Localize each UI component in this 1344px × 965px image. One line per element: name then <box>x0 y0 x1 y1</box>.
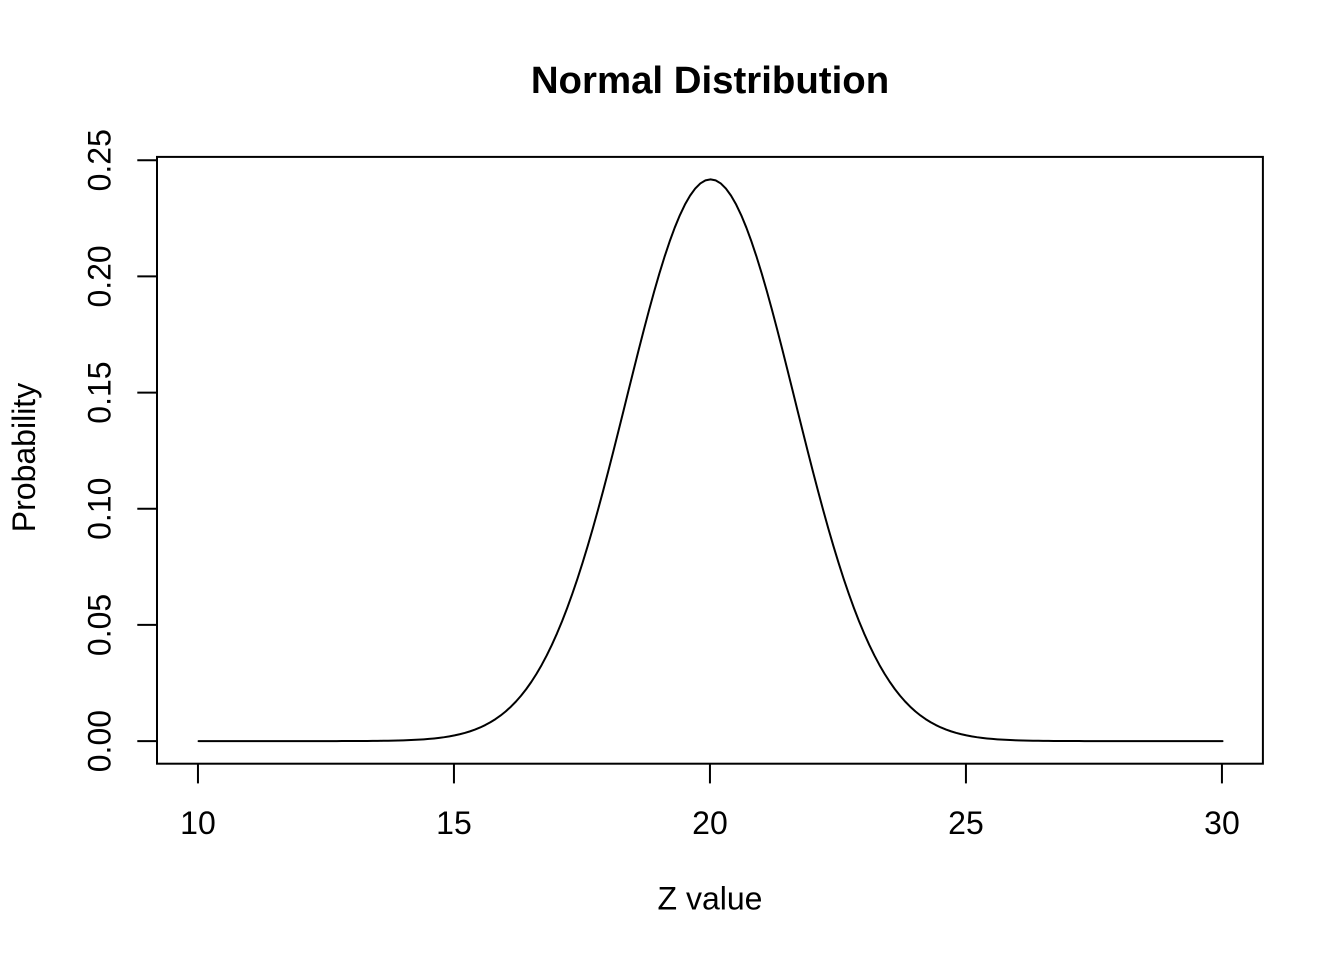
svg-text:Probability: Probability <box>6 383 42 532</box>
svg-text:25: 25 <box>948 805 984 841</box>
svg-text:0.15: 0.15 <box>82 361 118 423</box>
svg-text:0.00: 0.00 <box>82 710 118 772</box>
svg-text:30: 30 <box>1204 805 1240 841</box>
svg-text:0.10: 0.10 <box>82 478 118 540</box>
svg-text:0.25: 0.25 <box>82 129 118 191</box>
svg-text:15: 15 <box>436 805 472 841</box>
svg-text:0.05: 0.05 <box>82 594 118 656</box>
svg-text:10: 10 <box>180 805 216 841</box>
svg-text:20: 20 <box>692 805 728 841</box>
svg-text:0.20: 0.20 <box>82 245 118 307</box>
svg-text:Z value: Z value <box>658 881 763 917</box>
svg-text:Normal Distribution: Normal Distribution <box>531 59 889 102</box>
